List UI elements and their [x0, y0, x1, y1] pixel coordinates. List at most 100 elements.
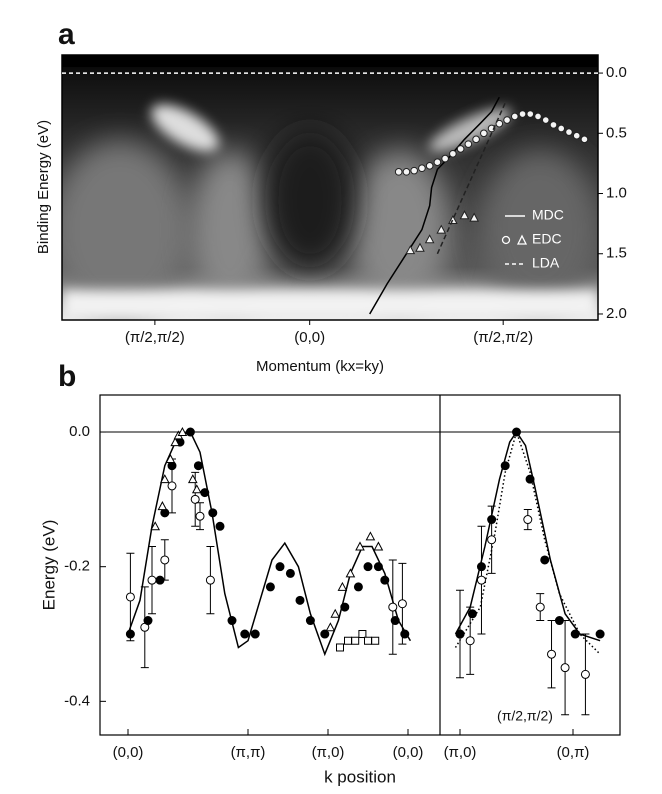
intensity-map: [62, 55, 598, 320]
circle-marker: [495, 119, 504, 128]
circle-marker: [560, 663, 570, 673]
circle-marker: [467, 609, 477, 619]
triangle-marker: [337, 581, 348, 591]
legend-label: EDC: [532, 231, 562, 247]
circle-marker: [487, 515, 497, 525]
triangle-marker: [373, 541, 384, 551]
circle-marker: [190, 494, 200, 504]
circle-marker: [465, 636, 475, 646]
x-tick-label: (0,0): [113, 744, 144, 761]
y-tick-label: 0.0: [606, 64, 627, 81]
circle-marker: [510, 112, 519, 121]
legend-label: LDA: [532, 255, 560, 271]
annotation: (π/2,π/2): [497, 708, 553, 724]
circle-marker: [523, 515, 533, 525]
circle-marker: [525, 474, 535, 484]
triangle-marker: [157, 501, 168, 511]
panel-a-frame: [61, 54, 599, 321]
circle-marker: [295, 595, 305, 605]
circle-marker: [160, 555, 170, 565]
x-tick-label: (π,π): [231, 744, 266, 761]
circle-marker: [205, 575, 215, 585]
circle-marker: [526, 110, 535, 118]
circle-marker: [570, 629, 580, 639]
circle-marker: [549, 121, 558, 129]
circle-marker: [595, 629, 605, 639]
triangle-marker: [150, 521, 161, 531]
panel-b-frame: [99, 394, 621, 736]
circle-marker: [455, 629, 465, 639]
y-tick-label: 1.0: [606, 184, 627, 201]
x-tick-label: (0,0): [393, 744, 424, 761]
triangle-marker: [459, 210, 470, 220]
x-tick-label: (π,0): [444, 744, 477, 761]
panel-label: b: [58, 360, 76, 393]
circle-marker: [390, 616, 400, 626]
circle-marker: [449, 149, 457, 158]
circle-marker: [554, 616, 564, 626]
square-marker: [351, 636, 360, 645]
circle-marker: [487, 124, 496, 133]
triangle-marker: [325, 622, 336, 632]
y-tick-label: 1.5: [606, 245, 627, 262]
circle-marker: [418, 164, 426, 173]
circle-marker: [167, 481, 177, 491]
series-line: [454, 430, 601, 642]
circle-marker: [388, 602, 398, 612]
series-line: [369, 96, 500, 315]
y-axis-label: Binding Energy (eV): [35, 120, 52, 254]
circle-marker: [456, 145, 465, 153]
circle-marker: [373, 562, 383, 572]
circle-marker: [476, 562, 486, 572]
square-marker: [364, 636, 372, 645]
circle-marker: [480, 129, 488, 138]
triangle-marker: [330, 608, 341, 618]
circle-marker: [240, 629, 250, 639]
circle-marker: [541, 116, 550, 124]
circle-marker: [200, 488, 210, 498]
circle-marker: [285, 568, 295, 578]
circle-marker: [535, 602, 545, 612]
x-tick-label: (π/2,π/2): [125, 329, 185, 346]
x-axis-label: Momentum (kx=ky): [256, 358, 384, 375]
x-tick-label: (π/2,π/2): [473, 329, 533, 346]
triangle-marker: [345, 568, 356, 578]
triangle-marker: [365, 531, 376, 541]
circle-marker: [425, 162, 434, 170]
circle-marker: [143, 616, 153, 626]
y-tick-label: -0.4: [64, 692, 90, 709]
circle-marker: [472, 135, 480, 144]
circle-marker: [193, 461, 203, 471]
circle-marker: [500, 461, 510, 471]
triangle-marker: [170, 437, 181, 447]
circle-marker: [534, 112, 542, 121]
square-marker: [344, 636, 352, 645]
circle-marker: [380, 575, 390, 585]
circle-marker: [580, 135, 589, 144]
circle-marker: [208, 508, 218, 518]
series-line: [436, 102, 506, 255]
circle-marker: [394, 168, 403, 176]
circle-marker: [572, 131, 581, 140]
circle-marker: [518, 110, 527, 118]
triangle-marker: [177, 426, 188, 437]
circle-marker: [464, 140, 473, 148]
x-axis-label: k position: [324, 767, 396, 786]
circle-marker: [540, 555, 550, 565]
y-tick-label: 0.5: [606, 124, 627, 141]
circle-marker: [476, 575, 486, 585]
circle-marker: [155, 575, 165, 585]
triangle-marker: [436, 224, 447, 234]
legend-label: MDC: [532, 207, 564, 223]
triangle-marker: [415, 242, 425, 252]
circle-marker: [215, 521, 225, 531]
triangle-marker: [187, 474, 198, 484]
circle-marker: [340, 602, 350, 612]
circle-marker: [397, 599, 407, 609]
panel-label: a: [58, 18, 75, 51]
circle-marker: [503, 116, 511, 124]
triangle-marker: [469, 212, 479, 222]
y-tick-label: 2.0: [606, 305, 627, 322]
triangle-marker: [159, 474, 170, 484]
